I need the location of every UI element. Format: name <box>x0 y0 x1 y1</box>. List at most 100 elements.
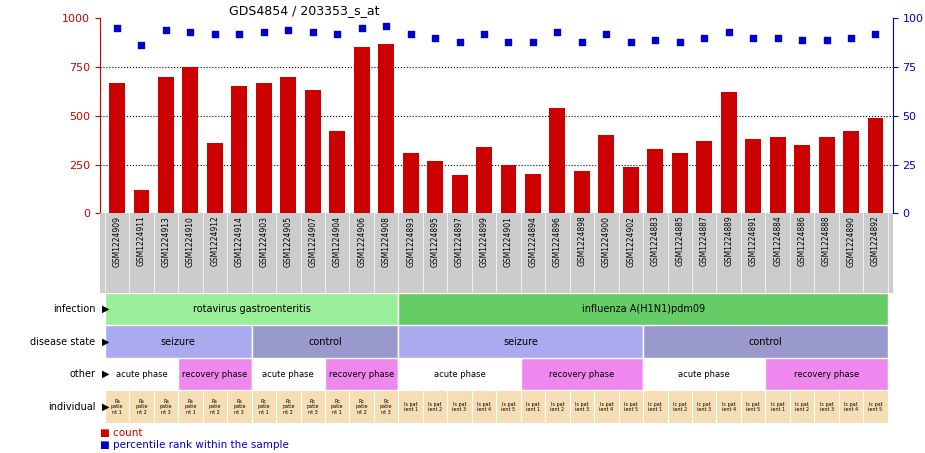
Text: Ic pat
ient 4: Ic pat ient 4 <box>844 402 858 412</box>
Bar <box>256 82 272 213</box>
Text: GSM1224893: GSM1224893 <box>406 216 415 267</box>
Point <box>746 34 760 41</box>
Point <box>697 34 711 41</box>
Point <box>110 24 125 32</box>
Text: recovery phase: recovery phase <box>549 370 614 379</box>
Bar <box>814 390 839 423</box>
Bar <box>765 358 888 390</box>
Text: infection: infection <box>53 304 95 314</box>
Bar <box>451 175 467 213</box>
Text: GSM1224888: GSM1224888 <box>822 216 831 266</box>
Text: GSM1224909: GSM1224909 <box>113 216 121 267</box>
Bar <box>717 390 741 423</box>
Text: GSM1224884: GSM1224884 <box>773 216 783 266</box>
Text: GSM1224901: GSM1224901 <box>504 216 513 267</box>
Point <box>574 38 589 45</box>
Point <box>868 30 882 37</box>
Text: Rs
patie
nt 1: Rs patie nt 1 <box>184 399 197 414</box>
Point <box>354 24 369 32</box>
Point <box>232 30 247 37</box>
Text: GSM1224894: GSM1224894 <box>528 216 537 267</box>
Bar <box>301 390 325 423</box>
Bar <box>863 390 888 423</box>
Text: Ic pat
ient 5: Ic pat ient 5 <box>869 402 882 412</box>
Bar <box>598 135 614 213</box>
Text: GSM1224895: GSM1224895 <box>431 216 439 267</box>
Text: seizure: seizure <box>503 337 538 347</box>
Text: other: other <box>69 369 95 379</box>
Point <box>207 30 222 37</box>
Bar <box>819 137 834 213</box>
Text: GDS4854 / 203353_s_at: GDS4854 / 203353_s_at <box>229 4 380 17</box>
Bar <box>374 390 399 423</box>
Text: ▶: ▶ <box>102 337 109 347</box>
Text: seizure: seizure <box>161 337 195 347</box>
Bar <box>746 139 761 213</box>
Bar <box>179 358 252 390</box>
Bar <box>252 390 276 423</box>
Text: GSM1224914: GSM1224914 <box>235 216 244 267</box>
Bar <box>721 92 736 213</box>
Bar <box>843 131 859 213</box>
Text: ▶: ▶ <box>102 304 109 314</box>
Point <box>403 30 418 37</box>
Text: Rc
patie
nt 1: Rc patie nt 1 <box>331 399 343 414</box>
Text: Rc
patie
nt 1: Rc patie nt 1 <box>257 399 270 414</box>
Text: ■ percentile rank within the sample: ■ percentile rank within the sample <box>100 440 289 450</box>
Point <box>476 30 491 37</box>
Text: Rs
patie
nt 3: Rs patie nt 3 <box>160 399 172 414</box>
Text: Ic pat
ient 5: Ic pat ient 5 <box>746 402 760 412</box>
Text: Is pat
ient 5: Is pat ient 5 <box>501 402 515 412</box>
Text: individual: individual <box>48 402 95 412</box>
Point <box>599 30 614 37</box>
Bar <box>790 390 814 423</box>
Text: Rc
patie
nt 2: Rc patie nt 2 <box>282 399 294 414</box>
Bar <box>643 358 765 390</box>
Text: rotavirus gastroenteritis: rotavirus gastroenteritis <box>192 304 311 314</box>
Point <box>844 34 858 41</box>
Point <box>525 38 540 45</box>
Bar <box>353 48 370 213</box>
Bar <box>594 390 619 423</box>
Bar <box>105 390 130 423</box>
Bar <box>839 390 863 423</box>
Text: GSM1224912: GSM1224912 <box>210 216 219 266</box>
Text: GSM1224886: GSM1224886 <box>797 216 807 266</box>
Text: acute phase: acute phase <box>434 370 486 379</box>
Text: recovery phase: recovery phase <box>794 370 859 379</box>
Text: control: control <box>308 337 342 347</box>
Bar <box>668 390 692 423</box>
Text: acute phase: acute phase <box>263 370 315 379</box>
Text: Is pat
ient 3: Is pat ient 3 <box>574 402 589 412</box>
Bar <box>497 390 521 423</box>
Bar <box>427 161 443 213</box>
Bar <box>423 390 448 423</box>
Bar <box>402 153 419 213</box>
Bar <box>692 390 717 423</box>
Bar <box>399 293 888 325</box>
Text: Ic pat
ient 4: Ic pat ient 4 <box>722 402 735 412</box>
Text: ▶: ▶ <box>102 369 109 379</box>
Text: GSM1224887: GSM1224887 <box>699 216 709 266</box>
Bar <box>525 174 541 213</box>
Bar <box>179 390 203 423</box>
Text: Ic pat
ient 2: Ic pat ient 2 <box>795 402 809 412</box>
Point <box>378 22 393 29</box>
Text: Rs
patie
nt 3: Rs patie nt 3 <box>233 399 246 414</box>
Bar <box>521 358 643 390</box>
Text: GSM1224900: GSM1224900 <box>602 216 611 267</box>
Text: Is pat
ient 5: Is pat ient 5 <box>623 402 638 412</box>
Point <box>183 28 198 35</box>
Bar <box>448 390 472 423</box>
Text: GSM1224892: GSM1224892 <box>871 216 880 266</box>
Text: Is pat
ient 1: Is pat ient 1 <box>526 402 540 412</box>
Text: Rs
patie
nt 2: Rs patie nt 2 <box>209 399 221 414</box>
Text: GSM1224897: GSM1224897 <box>455 216 464 267</box>
Bar <box>770 137 785 213</box>
Point <box>158 26 173 34</box>
Bar <box>868 118 883 213</box>
Text: Rs
patie
nt 1: Rs patie nt 1 <box>111 399 123 414</box>
Text: GSM1224891: GSM1224891 <box>748 216 758 266</box>
Point <box>501 38 516 45</box>
Text: GSM1224899: GSM1224899 <box>479 216 488 267</box>
